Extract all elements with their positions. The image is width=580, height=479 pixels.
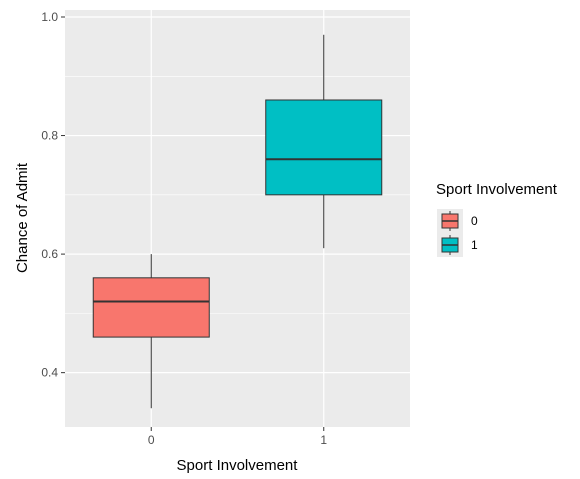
box-0 bbox=[92, 277, 210, 338]
y-tick-label: 0.4 bbox=[41, 366, 58, 380]
y-tick-label: 1.0 bbox=[41, 10, 58, 24]
axis-ticks: 0.4 0.6 0.8 1.0 0 1 bbox=[41, 10, 327, 447]
x-tick-label: 1 bbox=[320, 433, 327, 447]
box-1 bbox=[265, 99, 383, 196]
boxes bbox=[92, 34, 383, 409]
x-tick-label: 0 bbox=[148, 433, 155, 447]
x-axis-title: Sport Involvement bbox=[177, 457, 299, 474]
y-tick-label: 0.6 bbox=[41, 247, 58, 261]
legend-label: 1 bbox=[471, 238, 478, 252]
y-axis-title: Chance of Admit bbox=[14, 162, 31, 273]
legend-title: Sport Involvement bbox=[436, 181, 558, 198]
panel-background bbox=[65, 10, 410, 427]
legend-label: 0 bbox=[471, 214, 478, 228]
legend: Sport Involvement 0 1 bbox=[436, 181, 558, 257]
y-tick-label: 0.8 bbox=[41, 129, 58, 143]
